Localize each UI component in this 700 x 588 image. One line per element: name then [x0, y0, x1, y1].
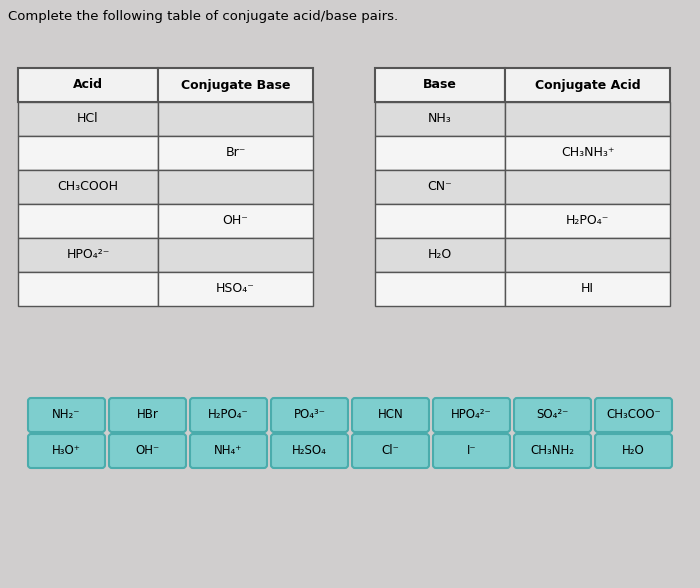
Text: PO₄³⁻: PO₄³⁻: [293, 409, 326, 422]
Bar: [505, 204, 670, 238]
Bar: [505, 238, 670, 272]
Text: I⁻: I⁻: [467, 445, 476, 457]
Text: Conjugate Base: Conjugate Base: [181, 79, 290, 92]
FancyBboxPatch shape: [433, 434, 510, 468]
Bar: [18, 272, 158, 306]
Text: Br⁻: Br⁻: [225, 146, 246, 159]
Text: NH₃: NH₃: [428, 112, 452, 125]
Bar: [505, 136, 670, 170]
Bar: [18, 170, 158, 204]
FancyBboxPatch shape: [352, 434, 429, 468]
Text: SO₄²⁻: SO₄²⁻: [536, 409, 568, 422]
FancyBboxPatch shape: [109, 434, 186, 468]
Text: NH₄⁺: NH₄⁺: [214, 445, 243, 457]
Text: Conjugate Acid: Conjugate Acid: [535, 79, 640, 92]
Text: CH₃NH₃⁺: CH₃NH₃⁺: [561, 146, 615, 159]
FancyBboxPatch shape: [271, 398, 348, 432]
Bar: [158, 272, 313, 306]
Bar: [18, 238, 158, 272]
FancyBboxPatch shape: [595, 434, 672, 468]
Bar: [375, 272, 505, 306]
Text: HCl: HCl: [77, 112, 99, 125]
Bar: [158, 170, 313, 204]
Text: CH₃COOH: CH₃COOH: [57, 181, 118, 193]
Text: HPO₄²⁻: HPO₄²⁻: [66, 249, 110, 262]
FancyBboxPatch shape: [109, 398, 186, 432]
Bar: [375, 170, 505, 204]
Text: HBr: HBr: [136, 409, 158, 422]
Bar: [375, 204, 505, 238]
FancyBboxPatch shape: [595, 398, 672, 432]
Text: H₂SO₄: H₂SO₄: [292, 445, 327, 457]
FancyBboxPatch shape: [514, 398, 591, 432]
Text: H₃O⁺: H₃O⁺: [52, 445, 81, 457]
Text: H₂PO₄⁻: H₂PO₄⁻: [208, 409, 249, 422]
Text: H₂PO₄⁻: H₂PO₄⁻: [566, 215, 609, 228]
Bar: [18, 136, 158, 170]
Bar: [158, 102, 313, 136]
Bar: [158, 204, 313, 238]
Bar: [18, 68, 158, 102]
FancyBboxPatch shape: [352, 398, 429, 432]
Text: CH₃COO⁻: CH₃COO⁻: [606, 409, 661, 422]
Bar: [375, 68, 505, 102]
Text: HSO₄⁻: HSO₄⁻: [216, 282, 255, 296]
Text: Base: Base: [423, 79, 457, 92]
Bar: [18, 204, 158, 238]
Text: OH⁻: OH⁻: [223, 215, 248, 228]
Text: Acid: Acid: [73, 79, 103, 92]
Text: Cl⁻: Cl⁻: [382, 445, 400, 457]
Bar: [375, 136, 505, 170]
FancyBboxPatch shape: [28, 398, 105, 432]
Text: HCN: HCN: [377, 409, 403, 422]
Bar: [505, 68, 670, 102]
Text: H₂O: H₂O: [622, 445, 645, 457]
Text: H₂O: H₂O: [428, 249, 452, 262]
Text: CN⁻: CN⁻: [428, 181, 452, 193]
Bar: [375, 102, 505, 136]
Text: HPO₄²⁻: HPO₄²⁻: [451, 409, 492, 422]
Text: NH₂⁻: NH₂⁻: [52, 409, 80, 422]
Bar: [158, 136, 313, 170]
Text: CH₃NH₂: CH₃NH₂: [531, 445, 575, 457]
Bar: [375, 238, 505, 272]
Bar: [505, 170, 670, 204]
Bar: [505, 272, 670, 306]
FancyBboxPatch shape: [514, 434, 591, 468]
Text: OH⁻: OH⁻: [135, 445, 160, 457]
Bar: [158, 68, 313, 102]
FancyBboxPatch shape: [433, 398, 510, 432]
Text: HI: HI: [581, 282, 594, 296]
FancyBboxPatch shape: [271, 434, 348, 468]
Bar: [505, 102, 670, 136]
Text: Complete the following table of conjugate acid/base pairs.: Complete the following table of conjugat…: [8, 10, 398, 23]
Bar: [18, 102, 158, 136]
FancyBboxPatch shape: [190, 434, 267, 468]
Bar: [158, 238, 313, 272]
FancyBboxPatch shape: [190, 398, 267, 432]
FancyBboxPatch shape: [28, 434, 105, 468]
